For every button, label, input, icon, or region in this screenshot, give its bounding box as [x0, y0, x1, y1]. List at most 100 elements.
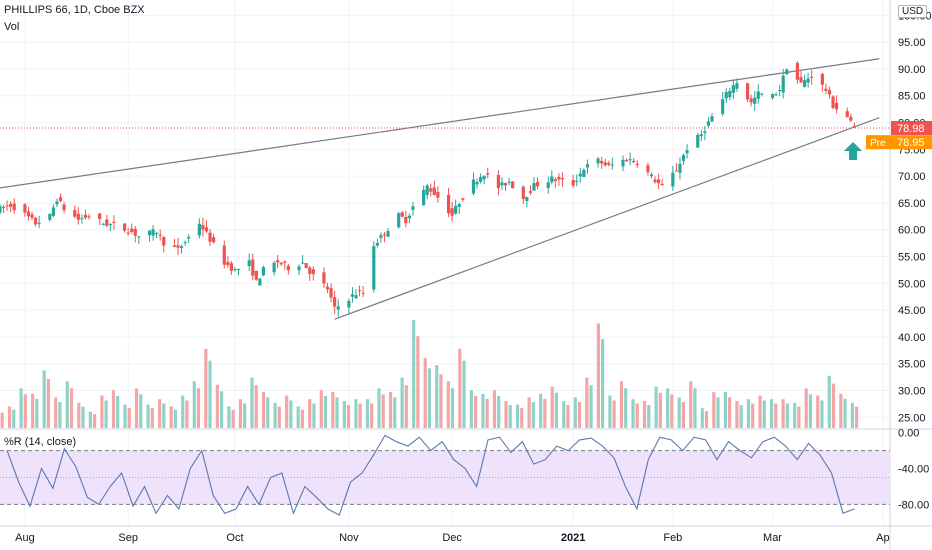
currency-badge[interactable]: USD	[898, 5, 928, 18]
candle-body	[607, 162, 611, 165]
volume-bar	[462, 360, 466, 428]
candle-body	[674, 170, 678, 172]
oscillator-label[interactable]: %R (14, close)	[4, 436, 77, 448]
candle-body	[835, 102, 839, 110]
volume-bar	[81, 406, 85, 428]
candle-body	[824, 88, 828, 91]
candle-body	[226, 261, 230, 266]
volume-bar	[58, 401, 62, 428]
volume-bar	[31, 393, 35, 428]
candle-body	[304, 263, 308, 269]
volume-bar	[704, 411, 709, 428]
volume-bar	[769, 399, 774, 428]
volume-bar	[23, 394, 27, 428]
volume-bar	[423, 357, 427, 428]
volume-bar	[739, 405, 743, 428]
volume-bar	[727, 397, 732, 428]
candle-body	[105, 219, 109, 226]
candle-body	[400, 212, 404, 217]
candle-body	[454, 205, 458, 214]
candle-body	[137, 236, 141, 238]
volume-bar	[400, 377, 404, 428]
volume-bar	[208, 360, 212, 428]
candle-body	[831, 96, 835, 108]
volume-bar	[331, 392, 335, 428]
candle-body	[286, 265, 290, 271]
candle-body	[247, 260, 251, 267]
volume-bar	[134, 388, 139, 428]
candle-body	[58, 197, 63, 201]
volume-bar	[204, 348, 208, 428]
williams-r-pane[interactable]: 0.00 -40.00 -80.00	[0, 428, 929, 516]
candle-body	[37, 222, 41, 224]
volume-bar	[716, 397, 720, 428]
volume-label[interactable]: Vol	[4, 21, 20, 33]
volume-bar	[404, 385, 408, 428]
candle-body	[550, 176, 554, 183]
volume-bar	[735, 401, 739, 428]
volume-bar	[100, 395, 104, 428]
candle-body	[546, 182, 550, 188]
candle-body	[155, 233, 159, 235]
volume-bar	[427, 368, 431, 428]
candle-body	[710, 116, 714, 122]
candle-body	[83, 214, 88, 218]
time-tick-label: Ap	[876, 532, 889, 544]
price-axis[interactable]: 100.0095.0090.0085.0080.0075.0070.0065.0…	[898, 10, 932, 424]
volume-bar	[231, 409, 235, 428]
candle-body	[297, 266, 301, 271]
volume-bar	[508, 405, 512, 428]
volume-bar	[596, 323, 600, 428]
volume-bar	[855, 406, 859, 428]
volume-bar	[296, 406, 300, 428]
volume-bar	[227, 406, 231, 428]
symbol-title[interactable]: PHILLIPS 66, 1D, Cboe BZX	[4, 4, 145, 16]
candle-body	[411, 206, 415, 210]
volume-bar	[670, 394, 674, 428]
wr-tick-label: -80.00	[898, 499, 929, 511]
volume-bar	[54, 397, 58, 428]
candle-body	[628, 159, 632, 161]
volume-bar	[831, 383, 836, 428]
candle-body	[649, 174, 654, 177]
candle-body	[571, 180, 575, 186]
volume-bar	[666, 388, 670, 428]
candle-body	[535, 181, 540, 187]
candle-body	[525, 196, 529, 201]
volume-bar	[250, 377, 254, 428]
price-candles[interactable]	[0, 61, 856, 317]
candle-body	[404, 216, 408, 224]
candle-body	[233, 269, 237, 271]
volume-bar	[354, 399, 358, 428]
candle-body	[183, 242, 187, 244]
candle-body	[681, 155, 686, 161]
candle-body	[254, 270, 258, 280]
volume-bar	[381, 394, 385, 428]
candle-body	[635, 163, 639, 166]
candle-body	[350, 294, 355, 297]
price-tag-label: Pre	[870, 138, 886, 149]
volume-bar	[554, 392, 559, 428]
candle-body	[678, 163, 682, 173]
volume-bar	[127, 408, 131, 428]
candle-body	[706, 121, 711, 126]
volume-bar	[793, 402, 797, 428]
candle-body	[471, 179, 476, 194]
candle-body	[731, 85, 735, 93]
candle-body	[496, 174, 500, 189]
volume-bar	[289, 400, 293, 428]
volume-bar	[681, 401, 686, 428]
time-axis[interactable]: Aug Sep Oct Nov Dec 2021 Feb Mar Ap	[15, 532, 889, 544]
price-tick-label: 70.00	[898, 171, 926, 183]
time-tick-label: Sep	[118, 532, 138, 544]
volume-bar	[839, 393, 843, 428]
volume-bar	[520, 408, 524, 428]
volume-bar	[504, 401, 508, 428]
volume-bars	[0, 320, 859, 428]
candle-body	[696, 134, 700, 148]
price-tag-bg	[891, 121, 932, 136]
trendlines[interactable]	[0, 58, 880, 320]
candle-body	[500, 182, 504, 186]
candle-body	[557, 176, 561, 180]
